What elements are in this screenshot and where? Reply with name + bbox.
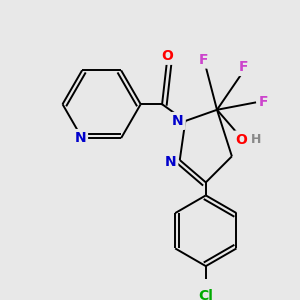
- Text: F: F: [238, 60, 248, 74]
- Text: O: O: [235, 133, 247, 147]
- Text: N: N: [165, 155, 176, 169]
- Text: N: N: [74, 131, 86, 145]
- Text: F: F: [259, 95, 268, 110]
- Text: O: O: [161, 49, 173, 63]
- Text: N: N: [172, 114, 184, 128]
- Text: H: H: [251, 133, 261, 146]
- Text: Cl: Cl: [198, 289, 213, 300]
- Text: F: F: [199, 52, 209, 67]
